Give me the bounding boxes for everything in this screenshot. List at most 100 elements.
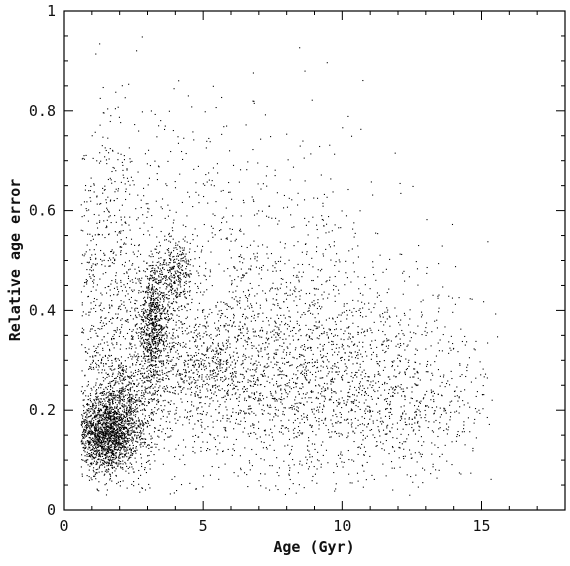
- data-point: [278, 367, 281, 369]
- data-point: [86, 433, 88, 435]
- data-point: [333, 245, 335, 247]
- data-point: [249, 408, 251, 410]
- data-point: [220, 359, 222, 361]
- data-point: [152, 291, 154, 293]
- data-point: [131, 463, 133, 465]
- data-point: [170, 435, 172, 437]
- data-point: [277, 386, 279, 388]
- data-point: [155, 302, 157, 304]
- data-point: [287, 323, 289, 326]
- data-point: [308, 381, 310, 383]
- data-point: [302, 393, 304, 395]
- data-point: [222, 342, 224, 344]
- data-point: [166, 310, 168, 313]
- data-point: [280, 278, 282, 280]
- data-point: [160, 273, 162, 276]
- data-point: [226, 363, 228, 365]
- data-point: [177, 244, 179, 246]
- data-point: [197, 285, 199, 288]
- data-point: [173, 344, 175, 347]
- data-point: [149, 361, 151, 363]
- data-point: [86, 419, 88, 421]
- data-point: [338, 371, 340, 373]
- data-point: [267, 338, 269, 340]
- data-point: [159, 354, 161, 356]
- data-point: [115, 455, 117, 457]
- data-point: [124, 454, 126, 456]
- data-point: [115, 426, 117, 428]
- data-point: [156, 307, 158, 309]
- data-point: [169, 241, 172, 243]
- data-point: [97, 445, 99, 447]
- data-point: [169, 427, 171, 430]
- data-point: [100, 316, 102, 318]
- data-point: [131, 453, 133, 455]
- data-point: [150, 359, 152, 361]
- data-point: [232, 376, 235, 378]
- data-point: [182, 454, 184, 456]
- data-point: [102, 439, 104, 441]
- data-point: [159, 301, 161, 303]
- data-point: [101, 359, 103, 362]
- data-point: [107, 458, 109, 460]
- data-point: [123, 434, 126, 436]
- data-point: [215, 409, 217, 411]
- data-point: [109, 407, 111, 409]
- data-point: [289, 289, 291, 291]
- data-point: [83, 435, 86, 437]
- data-point: [111, 432, 113, 434]
- data-point: [198, 364, 201, 366]
- data-point: [230, 308, 233, 310]
- data-point: [109, 441, 111, 443]
- data-point: [300, 415, 303, 417]
- data-point: [158, 400, 160, 402]
- data-point: [123, 408, 125, 410]
- data-point: [98, 422, 100, 424]
- data-point: [126, 407, 128, 409]
- data-point: [316, 468, 318, 470]
- data-point: [100, 410, 103, 412]
- data-point: [124, 416, 126, 418]
- data-point: [89, 437, 91, 439]
- data-point: [84, 436, 86, 438]
- data-point: [399, 253, 401, 255]
- data-point: [218, 385, 220, 387]
- data-point: [114, 462, 116, 464]
- data-point: [349, 385, 351, 387]
- data-point: [166, 372, 168, 374]
- data-point: [266, 339, 269, 341]
- data-point: [146, 287, 148, 289]
- data-point: [98, 455, 100, 457]
- data-point: [150, 305, 152, 307]
- data-point: [244, 358, 246, 361]
- data-point: [306, 419, 309, 421]
- data-point: [106, 420, 108, 422]
- data-point: [207, 448, 209, 450]
- data-point: [129, 388, 131, 390]
- data-point: [115, 433, 117, 435]
- data-point: [276, 192, 278, 194]
- data-point: [90, 387, 92, 389]
- data-point: [101, 452, 103, 454]
- data-point: [117, 409, 120, 411]
- data-point: [184, 365, 186, 367]
- data-point: [146, 379, 148, 382]
- data-point: [398, 333, 400, 335]
- data-point: [322, 408, 324, 410]
- data-point: [190, 358, 192, 360]
- data-point: [218, 406, 220, 408]
- data-point: [216, 352, 218, 354]
- data-point: [134, 375, 136, 377]
- data-point: [397, 343, 399, 345]
- data-point: [105, 449, 107, 451]
- data-point: [187, 363, 189, 365]
- data-point: [126, 423, 128, 425]
- data-point: [127, 438, 129, 440]
- data-point: [108, 400, 110, 402]
- data-point: [148, 444, 150, 446]
- data-point: [121, 414, 123, 416]
- data-point: [195, 335, 197, 337]
- data-point: [166, 264, 168, 266]
- data-point: [123, 400, 125, 402]
- data-point: [82, 332, 84, 334]
